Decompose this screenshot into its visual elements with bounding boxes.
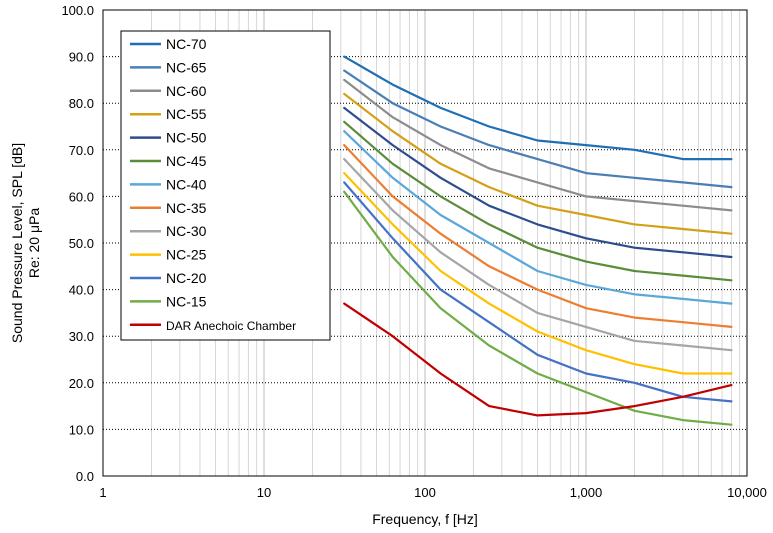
y-axis-title-line-1: Sound Pressure Level, SPL [dB] [9,143,25,343]
plot-frame [102,9,748,477]
series-line [343,181,733,403]
legend: NC-70 NC-65 NC-60 NC-55 NC-50 NC-45 NC-40 NC-35… [120,30,331,341]
y-tick-label: 70.0 [69,143,94,158]
series-line [343,69,733,189]
legend-label: NC-25 [166,247,207,263]
legend-label: NC-70 [166,36,207,52]
y-tick-label: 80.0 [69,96,94,111]
y-axis-title: Sound Pressure Level, SPL [dB] Re: 20 μP… [9,143,42,343]
series-line [343,144,733,328]
series-line [343,120,733,282]
legend-label: NC-65 [166,59,207,75]
legend-label: NC-55 [166,106,207,122]
x-axis-title: Frequency, f [Hz] [372,511,478,527]
series-line [343,106,733,259]
legend-label: NC-60 [166,83,207,99]
y-tick-label: 100.0 [61,3,94,18]
x-tick-label: 100 [414,485,436,500]
x-tick-label: 10,000 [727,485,767,500]
legend-label: NC-40 [166,176,207,192]
series-line [343,78,733,212]
legend-label: NC-15 [166,293,207,309]
y-axis-title-line-2: Re: 20 μPa [26,208,42,279]
y-tick-label: 60.0 [69,189,94,204]
y-tick-label: 40.0 [69,283,94,298]
y-tick-label: 50.0 [69,236,94,251]
y-tick-label: 90.0 [69,50,94,65]
series-line [343,302,733,417]
y-tick-label: 20.0 [69,376,94,391]
series-line [343,172,733,375]
y-tick-label: 0.0 [76,469,94,484]
series-line [343,55,733,161]
y-tick-label: 30.0 [69,329,94,344]
x-tick-label: 1 [99,485,106,500]
series-line [343,190,733,426]
series-lines [343,55,733,426]
legend-label: NC-20 [166,270,207,286]
series-line [343,92,733,235]
tick-labels: 0.0 10.0 20.0 30.0 40.0 50.0 60.0 70.0 80.0 90.0 1… [61,3,766,500]
x-tick-label: 10 [257,485,271,500]
x-tick-label: 1,000 [570,485,603,500]
series-line [343,158,733,352]
legend-label: NC-50 [166,130,207,146]
legend-label: NC-30 [166,223,207,239]
y-tick-label: 10.0 [69,422,94,437]
legend-label: DAR Anechoic Chamber [166,319,296,333]
series-line [343,130,733,305]
legend-label: NC-45 [166,153,207,169]
legend-label: NC-35 [166,200,207,216]
